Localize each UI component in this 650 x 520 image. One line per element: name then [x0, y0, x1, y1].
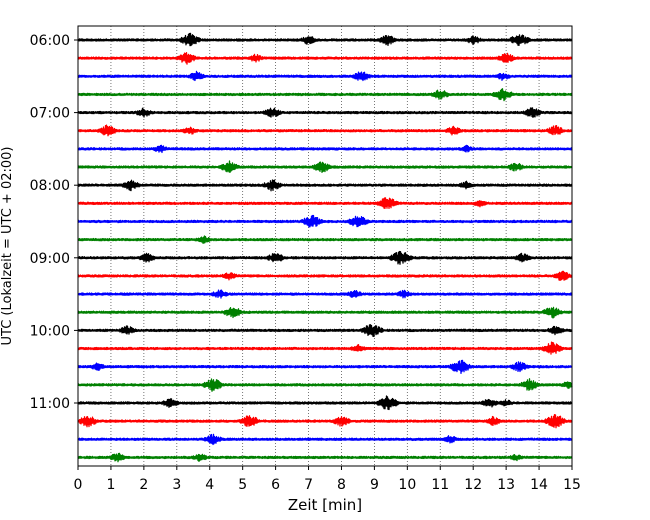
- x-tick-label: 11: [431, 477, 449, 493]
- x-tick-label: 12: [464, 477, 482, 493]
- trace-row: [77, 433, 573, 446]
- x-tick-label: 3: [172, 477, 181, 493]
- x-tick-label: 10: [398, 477, 416, 493]
- y-tick-label: 10:00: [30, 323, 70, 339]
- trace-row: [77, 160, 573, 174]
- trace-row: [77, 235, 573, 244]
- y-tick-label: 07:00: [30, 106, 70, 122]
- x-tick-label: 1: [106, 477, 115, 493]
- x-tick-label: 13: [497, 477, 515, 493]
- x-tick-label: 0: [74, 477, 83, 493]
- trace-row: [77, 107, 573, 119]
- trace-row: [77, 414, 573, 429]
- trace-row: [77, 270, 573, 281]
- plot-frame: [77, 25, 573, 467]
- trace-row: [77, 250, 573, 265]
- trace-row: [77, 306, 573, 319]
- trace-row: [77, 32, 573, 47]
- y-axis-label: UTC (Lokalzeit = UTC + 02:00): [0, 147, 15, 346]
- trace-row: [77, 395, 573, 411]
- x-tick-label: 6: [271, 477, 280, 493]
- trace-row: [77, 289, 573, 299]
- trace-row: [77, 52, 573, 65]
- x-tick-label: 7: [304, 477, 313, 493]
- x-tick-label: 9: [370, 477, 379, 493]
- grid-lines: [110, 26, 540, 466]
- x-tick-label: 15: [563, 477, 581, 493]
- trace-row: [77, 324, 573, 337]
- trace-row: [77, 179, 573, 192]
- x-tick-label: 2: [139, 477, 148, 493]
- x-tick-label: 4: [205, 477, 214, 493]
- x-tick-label: 8: [337, 477, 346, 493]
- trace-row: [77, 214, 573, 228]
- trace-row: [77, 378, 573, 392]
- x-axis-label: Zeit [min]: [288, 496, 362, 514]
- x-tick-label: 5: [238, 477, 247, 493]
- y-tick-label: 06:00: [30, 33, 70, 49]
- seismogram-traces: [77, 32, 573, 463]
- trace-row: [77, 144, 573, 154]
- trace-row: [77, 124, 573, 137]
- trace-row: [77, 452, 573, 463]
- trace-row: [77, 341, 573, 355]
- trace-row: [77, 197, 573, 210]
- x-axis-ticks: 0 1 2 3 4 5 6 7 8 9 10 11 12 13 14 15: [74, 466, 581, 493]
- y-tick-label: 09:00: [30, 251, 70, 267]
- trace-row: [77, 359, 573, 374]
- x-tick-label: 14: [530, 477, 548, 493]
- trace-row: [77, 88, 573, 102]
- y-tick-label: 11:00: [30, 396, 70, 412]
- y-tick-label: 08:00: [30, 178, 70, 194]
- y-axis-ticks: 06:00 07:00 08:00 09:00 10:00 11:00: [30, 33, 78, 412]
- trace-row: [77, 70, 573, 82]
